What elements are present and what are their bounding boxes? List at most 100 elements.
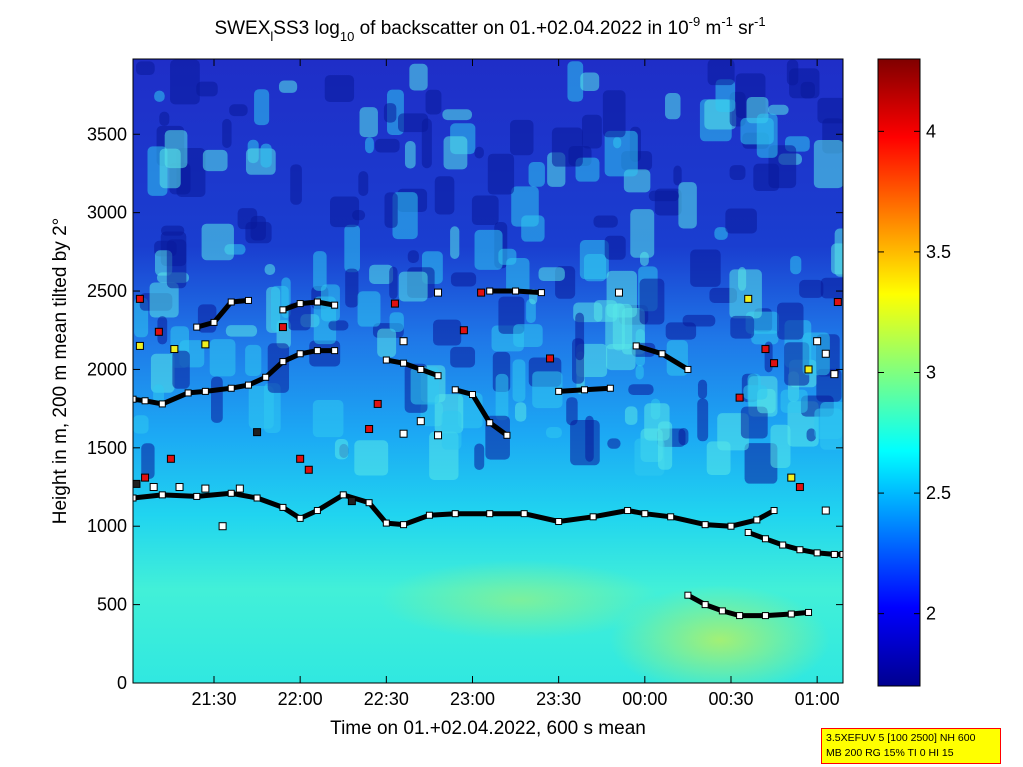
cloud-base-marker xyxy=(278,323,287,332)
heatmap-cell xyxy=(334,439,349,460)
heatmap-cell xyxy=(141,443,155,480)
layer-point xyxy=(382,356,390,364)
layer-point xyxy=(279,306,287,314)
heatmap-cell xyxy=(264,264,276,275)
layer-point xyxy=(331,301,339,309)
heatmap-cell xyxy=(278,80,298,93)
heatmap-cell xyxy=(263,383,281,433)
heatmap-cell xyxy=(344,224,360,273)
layer-point xyxy=(227,489,235,497)
heatmap-cell xyxy=(222,118,232,148)
layer-point xyxy=(486,510,494,518)
heatmap-cell xyxy=(729,165,746,180)
cloud-base-marker xyxy=(735,393,744,402)
y-tick-label: 3500 xyxy=(87,124,127,144)
layer-point xyxy=(581,386,589,394)
heatmap-cell xyxy=(384,192,398,228)
heatmap-cell xyxy=(196,81,218,97)
x-axis-label: Time on 01.+02.04.2022, 600 s mean xyxy=(330,718,646,739)
heatmap-cell xyxy=(770,424,791,468)
heatmap-cell xyxy=(715,79,736,113)
heatmap-cell xyxy=(682,314,716,327)
layer-point xyxy=(365,499,373,507)
title-part-e-sup: -1 xyxy=(754,14,766,29)
layer-point xyxy=(486,419,494,427)
heatmap-cell xyxy=(767,104,789,115)
layer-point xyxy=(641,510,649,518)
colorbar-tick-label: 4 xyxy=(926,121,936,141)
layer-point xyxy=(296,514,304,522)
layer-point xyxy=(339,491,347,499)
layer-point xyxy=(486,287,494,295)
title-part-c-sup: -9 xyxy=(689,14,701,29)
cloud-base-marker xyxy=(761,345,770,354)
heatmap-cell xyxy=(245,344,262,376)
heatmap-cell xyxy=(817,97,843,124)
heatmap-cell xyxy=(580,72,600,91)
heatmap-cell xyxy=(133,415,149,434)
heatmap-cell xyxy=(605,344,636,371)
heatmap-cell xyxy=(635,364,644,380)
heatmap-cell xyxy=(229,104,248,117)
layer-point xyxy=(503,431,511,439)
heatmap-cell xyxy=(201,223,234,261)
heatmap-cell xyxy=(725,208,757,234)
info-line-1: 3.5XEFUV 5 [100 2500] NH 600 xyxy=(826,732,976,744)
layer-point xyxy=(555,518,563,526)
heatmap-cell xyxy=(512,359,526,402)
layer-point xyxy=(658,350,666,358)
heatmap-cell xyxy=(150,353,175,393)
layer-point xyxy=(296,300,304,308)
heatmap-cell xyxy=(567,61,584,102)
cloud-base-marker xyxy=(365,425,374,434)
cloud-base-marker xyxy=(614,288,623,297)
x-tick-label: 22:30 xyxy=(364,689,409,709)
heatmap-cell xyxy=(389,312,404,333)
title-part-b: SS3 log xyxy=(273,18,340,39)
layer-point xyxy=(279,358,287,366)
heatmap-cell xyxy=(581,114,602,149)
heatmap-cell xyxy=(806,428,817,442)
heatmap-cell xyxy=(630,209,655,258)
heatmap-cell xyxy=(799,279,824,298)
y-tick-label: 0 xyxy=(117,673,127,693)
heatmap-cell xyxy=(166,239,187,289)
heatmap-cell xyxy=(328,320,349,331)
layer-point xyxy=(133,395,137,403)
layer-point xyxy=(227,298,235,306)
cloud-base-marker xyxy=(830,370,839,379)
heatmap-cell xyxy=(566,397,578,426)
heatmap-cell xyxy=(312,400,344,438)
layer-point xyxy=(193,323,201,331)
colorbar-tick-label: 2 xyxy=(926,604,936,624)
layer-point xyxy=(158,491,166,499)
chart-title: SWEXlSS3 log10 of backscatter on 01.+02.… xyxy=(214,14,765,44)
heatmap-cell xyxy=(514,402,527,422)
layer-point xyxy=(425,511,433,519)
layer-point xyxy=(184,389,192,397)
layer-point xyxy=(262,373,270,381)
layer-point xyxy=(839,550,843,558)
heatmap-cell xyxy=(474,146,484,159)
heatmap-cell xyxy=(383,103,397,123)
heatmap-cell xyxy=(831,243,843,275)
heatmap-cell xyxy=(607,438,621,449)
heatmap-cell xyxy=(648,190,680,202)
heatmap-cell xyxy=(532,371,563,409)
heatmap-cell xyxy=(624,406,638,425)
cloud-base-marker xyxy=(744,294,753,303)
heatmap-cell xyxy=(790,255,802,275)
heatmap-cell xyxy=(628,384,654,395)
heatmap-cell xyxy=(375,138,400,153)
heatmap-cell xyxy=(450,226,460,260)
layer-point xyxy=(787,610,795,618)
heatmap-cell xyxy=(237,208,258,230)
layer-point xyxy=(296,350,304,358)
heatmap-cell xyxy=(528,162,545,187)
heatmap-cell xyxy=(398,113,429,133)
cloud-base-marker xyxy=(154,327,163,336)
layer-point xyxy=(279,503,287,511)
heatmap-cell xyxy=(392,192,418,240)
heatmap-cell xyxy=(495,373,509,421)
